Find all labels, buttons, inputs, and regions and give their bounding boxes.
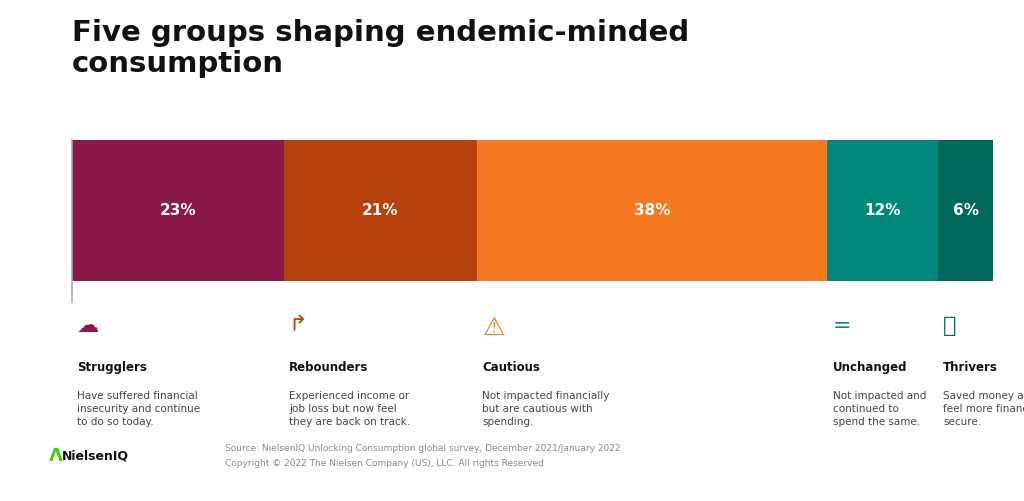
Text: NielsenIQ: NielsenIQ: [61, 449, 128, 462]
Text: Not impacted financially
but are cautious with
spending.: Not impacted financially but are cautiou…: [482, 391, 609, 427]
Text: Source: NielsenIQ Unlocking Consumption global survey, December 2021/January 202: Source: NielsenIQ Unlocking Consumption …: [225, 444, 621, 453]
Text: Saved money and
feel more financially
secure.: Saved money and feel more financially se…: [943, 391, 1024, 427]
Text: Not impacted and
continued to
spend the same.: Not impacted and continued to spend the …: [833, 391, 926, 427]
Bar: [72, 140, 284, 281]
Text: Experienced income or
job loss but now feel
they are back on track.: Experienced income or job loss but now f…: [289, 391, 410, 427]
Bar: [477, 140, 827, 281]
Text: 21%: 21%: [362, 203, 398, 218]
Text: 🐷: 🐷: [943, 316, 956, 336]
Text: Strugglers: Strugglers: [77, 361, 146, 374]
Bar: [938, 140, 993, 281]
Text: =: =: [833, 316, 851, 336]
Text: Cautious: Cautious: [482, 361, 541, 374]
Bar: [284, 140, 477, 281]
Text: 12%: 12%: [864, 203, 901, 218]
Text: ☁: ☁: [77, 316, 99, 336]
Text: Five groups shaping endemic-minded
consumption: Five groups shaping endemic-minded consu…: [72, 19, 689, 78]
Text: 6%: 6%: [952, 203, 979, 218]
Text: ↱: ↱: [289, 316, 307, 336]
Text: Copyright © 2022 The Nielsen Company (US), LLC. All rights Reserved: Copyright © 2022 The Nielsen Company (US…: [225, 459, 544, 468]
Text: Thrivers: Thrivers: [943, 361, 998, 374]
Text: Λ: Λ: [49, 447, 63, 465]
Text: Unchanged: Unchanged: [833, 361, 907, 374]
Text: Rebounders: Rebounders: [289, 361, 369, 374]
Text: ⚠: ⚠: [482, 316, 505, 340]
Text: Have suffered financial
insecurity and continue
to do so today.: Have suffered financial insecurity and c…: [77, 391, 200, 427]
Text: 23%: 23%: [160, 203, 196, 218]
Text: 38%: 38%: [634, 203, 671, 218]
Bar: [827, 140, 938, 281]
